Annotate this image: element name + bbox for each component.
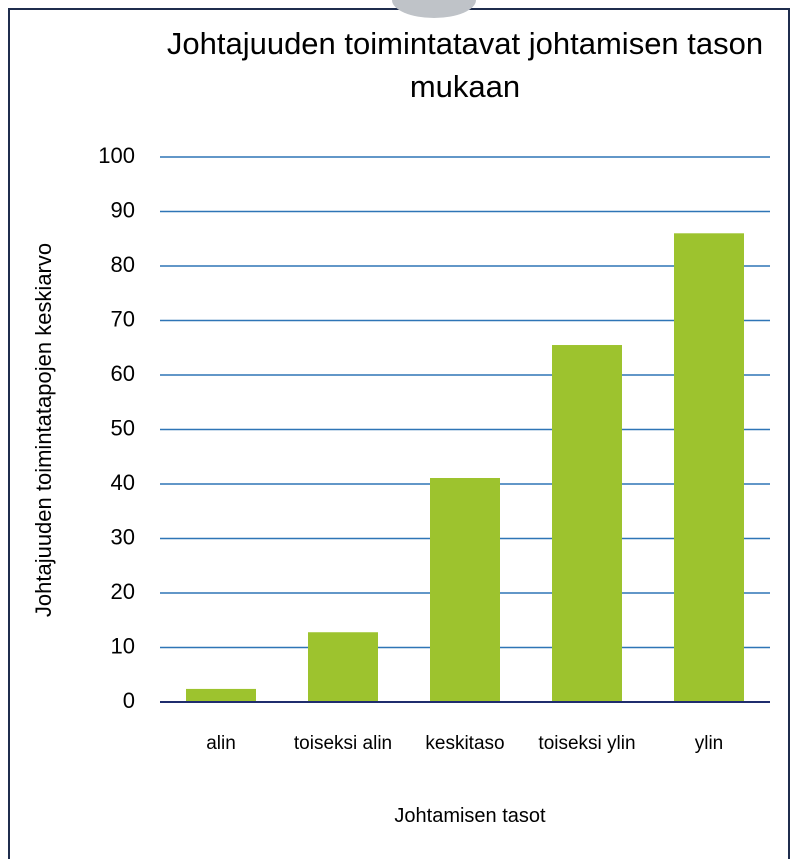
x-tick-label: toiseksi alin xyxy=(293,733,393,754)
bar xyxy=(186,688,256,702)
y-tick-label: 90 xyxy=(111,197,135,222)
bar xyxy=(552,345,622,702)
chart-title: Johtajuuden toimintatavat johtamisen tas… xyxy=(166,26,764,104)
x-tick-label: alin xyxy=(206,733,236,754)
y-axis-label: Johtajuuden toimintatapojen keskiarvo xyxy=(31,243,56,617)
decoration xyxy=(392,0,476,18)
y-tick-label: 100 xyxy=(98,143,135,168)
y-tick-label: 30 xyxy=(111,524,135,549)
y-tick-label: 50 xyxy=(111,415,135,440)
y-tick-label: 80 xyxy=(111,252,135,277)
y-tick-label: 0 xyxy=(123,688,135,713)
y-tick-label: 10 xyxy=(111,633,135,658)
y-tick-label: 40 xyxy=(111,470,135,495)
y-tick-label: 70 xyxy=(111,306,135,331)
y-tick-label: 20 xyxy=(111,579,135,604)
x-tick-label: ylin xyxy=(694,733,724,754)
y-tick-label: 60 xyxy=(111,361,135,386)
x-axis-label: Johtamisen tasot xyxy=(394,805,546,827)
x-tick-label: toiseksi ylin xyxy=(538,733,636,754)
x-tick-label: keskitaso xyxy=(425,733,505,754)
bar xyxy=(674,233,744,703)
bar xyxy=(430,478,500,702)
bar xyxy=(308,632,378,702)
